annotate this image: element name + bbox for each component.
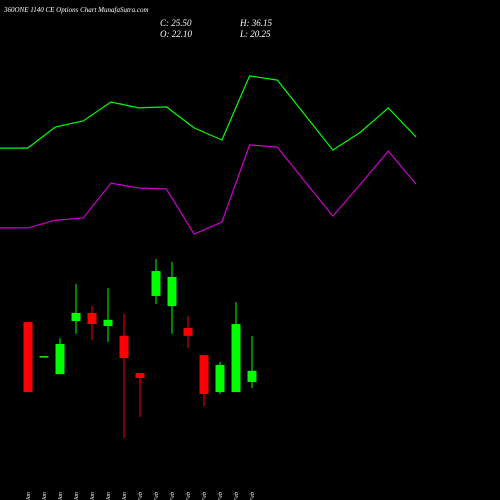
x-tick-label: 01 Feb xyxy=(138,492,144,500)
candle-body xyxy=(247,370,257,382)
x-tick-label: 21 Jan xyxy=(26,492,32,500)
x-tick-label: 05 Feb xyxy=(186,492,192,500)
candle-body xyxy=(199,355,209,395)
candle-body xyxy=(55,344,65,375)
x-tick-label: 03 Feb xyxy=(154,492,160,500)
indicator-line xyxy=(0,144,417,235)
candle-body xyxy=(71,312,81,322)
x-tick-label: 28 Jan xyxy=(74,492,80,500)
x-tick-label: 23 Jan xyxy=(42,492,48,500)
close-label: C: 25.50 xyxy=(160,18,192,28)
x-tick-label: 29 Jan xyxy=(90,492,96,500)
candle-body xyxy=(151,271,161,296)
x-tick-label: 31 Jan xyxy=(122,492,128,500)
x-tick-label: 06 Feb xyxy=(202,492,208,500)
x-tick-label: 10 Feb xyxy=(234,492,240,500)
x-tick-label: 30 Jan xyxy=(106,492,112,500)
x-tick-label: 07 Feb xyxy=(218,492,224,500)
candle-body xyxy=(135,373,145,379)
low-label: L: 20.25 xyxy=(239,29,271,39)
candle-body xyxy=(23,322,33,393)
indicator-line xyxy=(0,75,417,151)
open-label: O: 22.10 xyxy=(160,29,192,39)
candle-body xyxy=(119,335,129,359)
candle-body xyxy=(231,324,241,393)
candle-body xyxy=(167,276,177,307)
x-tick-label: 27 Jan xyxy=(58,492,64,500)
candle-body xyxy=(183,327,193,336)
candle-body xyxy=(103,319,113,327)
candle-body xyxy=(87,312,97,325)
chart-title: 360ONE 1140 CE Options Chart MunafaSutra… xyxy=(3,6,149,14)
candle-body xyxy=(215,364,225,393)
high-label: H: 36.15 xyxy=(239,18,272,28)
candle-body xyxy=(39,356,49,358)
x-tick-label: 04 Feb xyxy=(169,492,176,500)
x-tick-label: 11 Feb xyxy=(250,492,256,500)
